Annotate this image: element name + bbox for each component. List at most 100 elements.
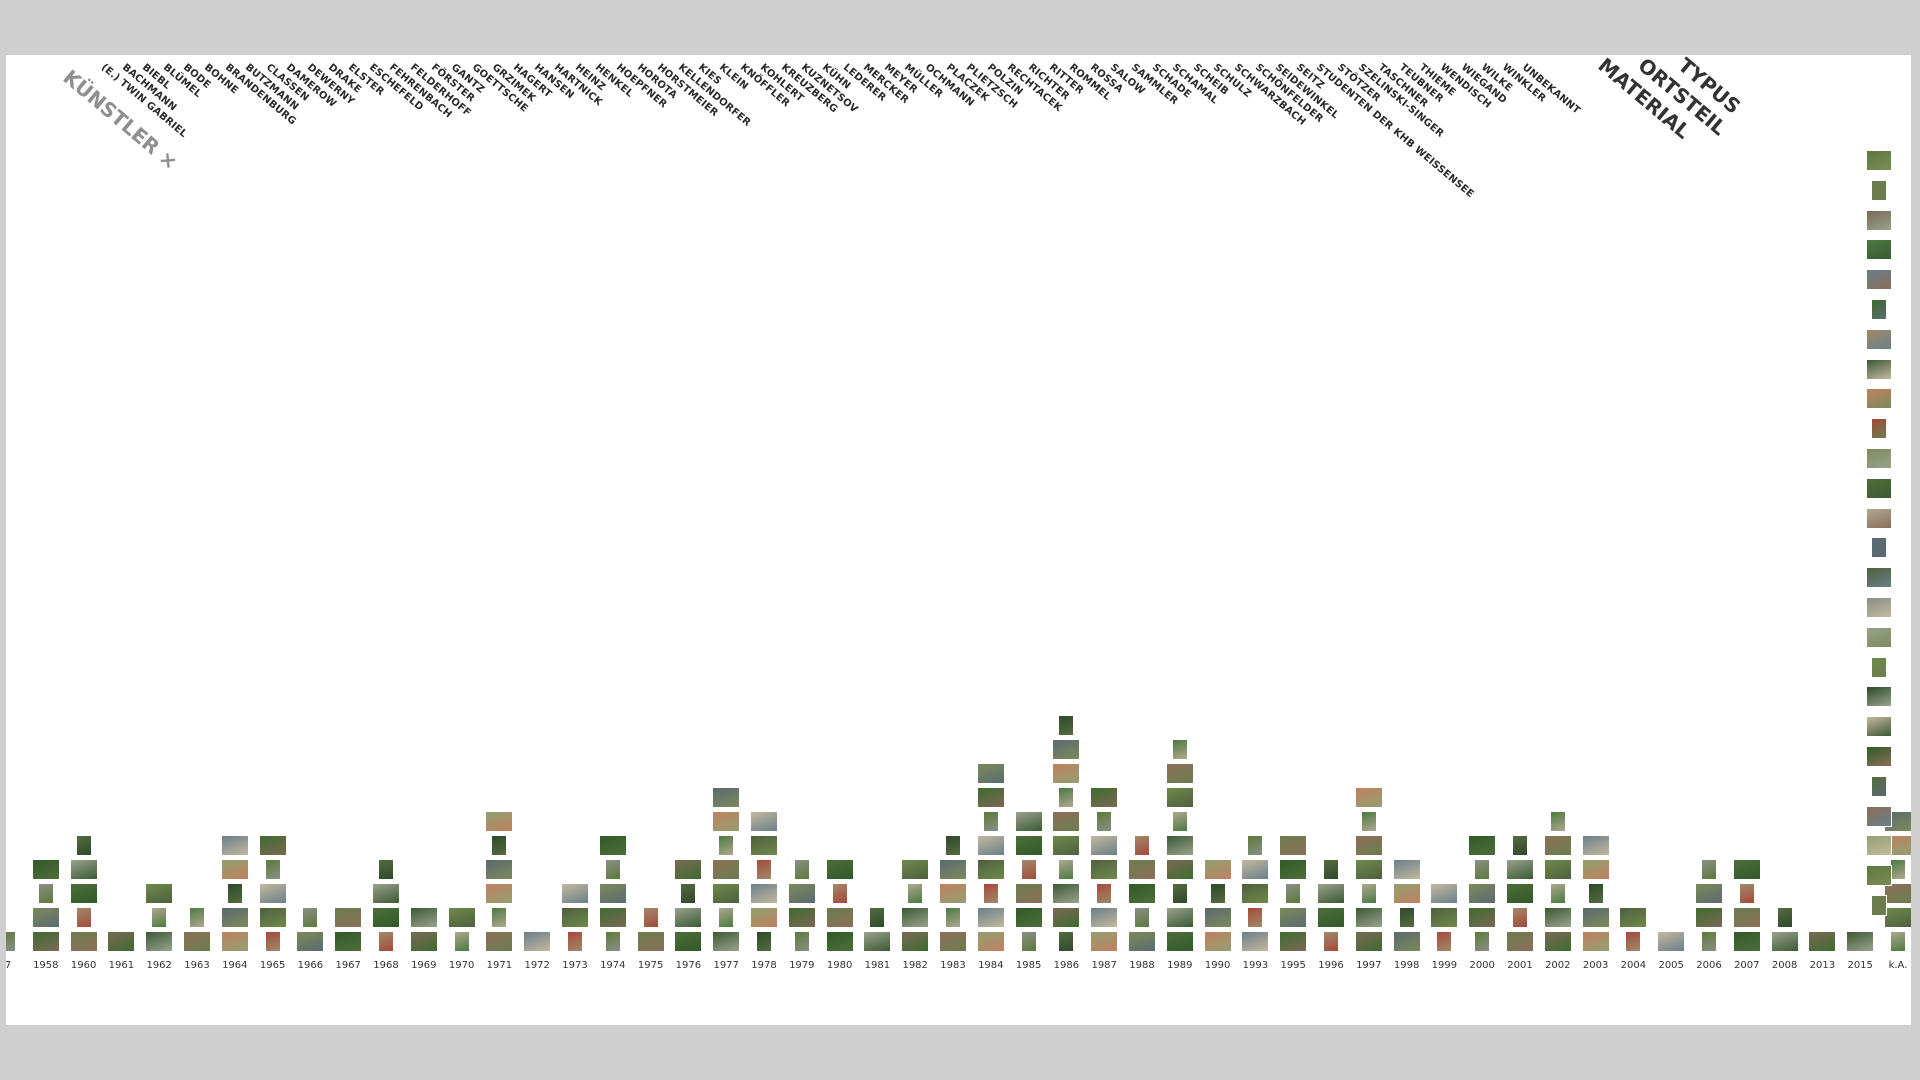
artwork-thumbnail[interactable] [674,931,703,952]
artwork-thumbnail[interactable] [1165,835,1194,856]
artwork-thumbnail[interactable] [302,907,319,928]
artwork-thumbnail[interactable] [1020,859,1037,880]
sidebar-thumbnail[interactable] [1866,805,1892,827]
artwork-thumbnail[interactable] [945,835,961,856]
artwork-thumbnail[interactable] [258,883,287,904]
artwork-thumbnail[interactable] [1695,883,1723,904]
artwork-thumbnail[interactable] [409,907,438,928]
artwork-thumbnail[interactable] [825,931,854,952]
artwork-thumbnail[interactable] [712,811,741,832]
artwork-thumbnail[interactable] [183,931,211,952]
artwork-thumbnail[interactable] [1279,907,1308,928]
artwork-thumbnail[interactable] [1543,931,1572,952]
artwork-thumbnail[interactable] [1657,931,1686,952]
artwork-thumbnail[interactable] [1128,859,1156,880]
artwork-thumbnail[interactable] [976,835,1005,856]
artwork-thumbnail[interactable] [901,859,930,880]
artwork-thumbnail[interactable] [712,859,741,880]
artwork-thumbnail[interactable] [485,859,514,880]
artwork-thumbnail[interactable] [598,907,627,928]
artwork-thumbnail[interactable] [1695,907,1723,928]
artwork-thumbnail[interactable] [1732,907,1761,928]
artwork-thumbnail[interactable] [1701,859,1717,880]
sidebar-thumbnail[interactable] [1866,686,1892,708]
artwork-thumbnail[interactable] [680,883,697,904]
sidebar-thumbnail[interactable] [1866,835,1892,857]
artwork-thumbnail[interactable] [1430,907,1459,928]
artwork-thumbnail[interactable] [718,907,735,928]
artwork-thumbnail[interactable] [1052,883,1081,904]
artwork-thumbnail[interactable] [1474,931,1491,952]
sidebar-thumbnail[interactable] [1866,507,1892,529]
sidebar-thumbnail[interactable] [1866,388,1892,410]
artwork-thumbnail[interactable] [1323,859,1339,880]
artwork-thumbnail[interactable] [1506,931,1534,952]
artwork-thumbnail[interactable] [1203,907,1232,928]
artwork-thumbnail[interactable] [907,883,924,904]
artwork-thumbnail[interactable] [1165,787,1194,808]
sidebar-thumbnail[interactable] [1871,299,1887,320]
artwork-thumbnail[interactable] [220,931,249,952]
artwork-thumbnail[interactable] [220,907,249,928]
artwork-thumbnail[interactable] [1058,859,1075,880]
artwork-thumbnail[interactable] [598,835,627,856]
sidebar-thumbnail[interactable] [1866,448,1892,469]
artwork-thumbnail[interactable] [674,859,703,880]
artwork-thumbnail[interactable] [1279,931,1308,952]
artwork-thumbnail[interactable] [1090,835,1119,856]
artwork-thumbnail[interactable] [1474,859,1491,880]
sidebar-thumbnail[interactable] [1866,269,1892,291]
artwork-thumbnail[interactable] [264,859,281,880]
artwork-thumbnail[interactable] [1543,835,1572,856]
artwork-thumbnail[interactable] [145,883,174,904]
artwork-thumbnail[interactable] [750,883,778,904]
artwork-thumbnail[interactable] [1317,907,1345,928]
artwork-thumbnail[interactable] [1808,931,1837,952]
artwork-thumbnail[interactable] [31,931,60,952]
artwork-thumbnail[interactable] [604,931,621,952]
artwork-thumbnail[interactable] [1165,859,1194,880]
artwork-thumbnail[interactable] [642,907,659,928]
artwork-thumbnail[interactable] [1241,883,1270,904]
artwork-thumbnail[interactable] [226,883,243,904]
artwork-thumbnail[interactable] [523,931,552,952]
artwork-thumbnail[interactable] [1581,835,1610,856]
artwork-thumbnail[interactable] [1360,811,1377,832]
artwork-thumbnail[interactable] [1323,931,1339,952]
artwork-thumbnail[interactable] [409,931,438,952]
sidebar-thumbnail[interactable] [1866,865,1892,887]
artwork-thumbnail[interactable] [1354,835,1383,856]
artwork-thumbnail[interactable] [296,931,325,952]
artwork-thumbnail[interactable] [6,931,16,952]
artwork-thumbnail[interactable] [1052,763,1081,784]
artwork-thumbnail[interactable] [1203,931,1232,952]
artwork-thumbnail[interactable] [1096,883,1113,904]
sidebar-thumbnail[interactable] [1866,358,1892,380]
artwork-thumbnail[interactable] [189,907,205,928]
artwork-thumbnail[interactable] [31,859,60,880]
sidebar-thumbnail[interactable] [1866,209,1892,231]
sidebar-thumbnail[interactable] [1871,418,1887,440]
artwork-thumbnail[interactable] [750,811,778,832]
artwork-thumbnail[interactable] [1392,859,1421,880]
artwork-thumbnail[interactable] [1058,787,1075,808]
artwork-thumbnail[interactable] [939,859,967,880]
artwork-thumbnail[interactable] [1014,835,1043,856]
artwork-thumbnail[interactable] [1354,859,1383,880]
sidebar-thumbnail[interactable] [1866,477,1892,499]
artwork-thumbnail[interactable] [598,883,627,904]
sidebar-thumbnail[interactable] [1866,328,1892,350]
artwork-thumbnail[interactable] [1020,931,1037,952]
artwork-thumbnail[interactable] [1209,883,1226,904]
artwork-thumbnail[interactable] [1014,907,1043,928]
artwork-thumbnail[interactable] [1468,883,1497,904]
artwork-thumbnail[interactable] [1625,931,1642,952]
artwork-thumbnail[interactable] [1587,883,1604,904]
artwork-thumbnail[interactable] [636,931,665,952]
artwork-thumbnail[interactable] [1203,859,1232,880]
artwork-thumbnail[interactable] [604,859,621,880]
artwork-thumbnail[interactable] [1058,715,1075,736]
artwork-thumbnail[interactable] [1581,931,1610,952]
sidebar-thumbnail[interactable] [1871,775,1887,797]
sidebar-thumbnail[interactable] [1866,597,1892,618]
